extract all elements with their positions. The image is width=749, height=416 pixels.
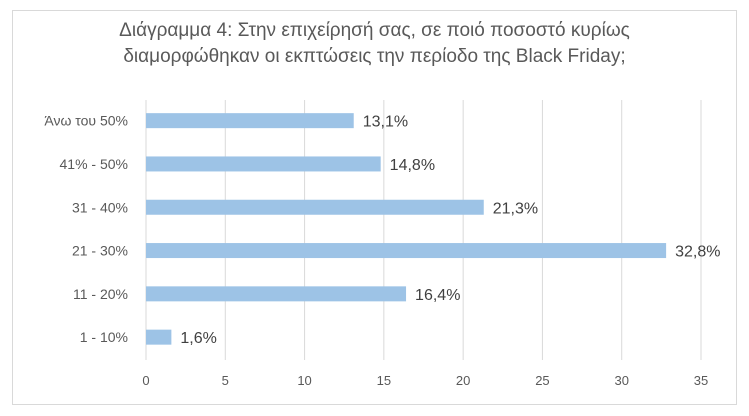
bar-4 <box>146 286 407 302</box>
data-label-1: 14,8% <box>390 157 435 174</box>
data-label-5: 1,6% <box>180 330 216 347</box>
x-tick-label-15: 15 <box>377 373 391 388</box>
chart-title: Διάγραμμα 4: Στην επιχείρησή σας, σε ποι… <box>0 18 749 70</box>
x-tick-label-25: 25 <box>535 373 549 388</box>
category-label-2: 31 - 40% <box>72 199 128 215</box>
category-label-3: 21 - 30% <box>72 243 128 259</box>
bar-5 <box>146 329 172 345</box>
x-tick-label-5: 5 <box>222 373 229 388</box>
x-tick-label-20: 20 <box>456 373 470 388</box>
bar-1 <box>146 156 381 172</box>
bar-0 <box>146 113 354 129</box>
category-label-0: Άνω του 50% <box>44 113 128 129</box>
category-label-4: 11 - 20% <box>73 286 128 302</box>
data-label-2: 21,3% <box>493 200 538 217</box>
labels: 0 5 10 15 20 25 30 35 Άνω του 50% 13,1% 41% - 50% 1… <box>44 113 720 388</box>
data-label-3: 32,8% <box>675 244 720 261</box>
category-label-1: 41% - 50% <box>60 156 128 172</box>
chart-title-line-2: διαμορφώθηκαν οι εκπτώσεις την περίοδο τ… <box>123 46 626 67</box>
category-label-5: 1 - 10% <box>80 329 128 345</box>
x-tick-label-30: 30 <box>614 373 628 388</box>
gridlines <box>145 100 702 360</box>
data-label-4: 16,4% <box>415 287 460 304</box>
bar-2 <box>146 199 484 215</box>
data-label-0: 13,1% <box>363 114 408 131</box>
x-tick-label-35: 35 <box>694 373 708 388</box>
chart-title-line-1: Διάγραμμα 4: Στην επιχείρησή σας, σε ποι… <box>119 20 630 41</box>
x-tick-label-0: 0 <box>142 373 149 388</box>
bars <box>146 113 667 345</box>
bar-3 <box>146 243 667 259</box>
x-tick-label-10: 10 <box>297 373 311 388</box>
